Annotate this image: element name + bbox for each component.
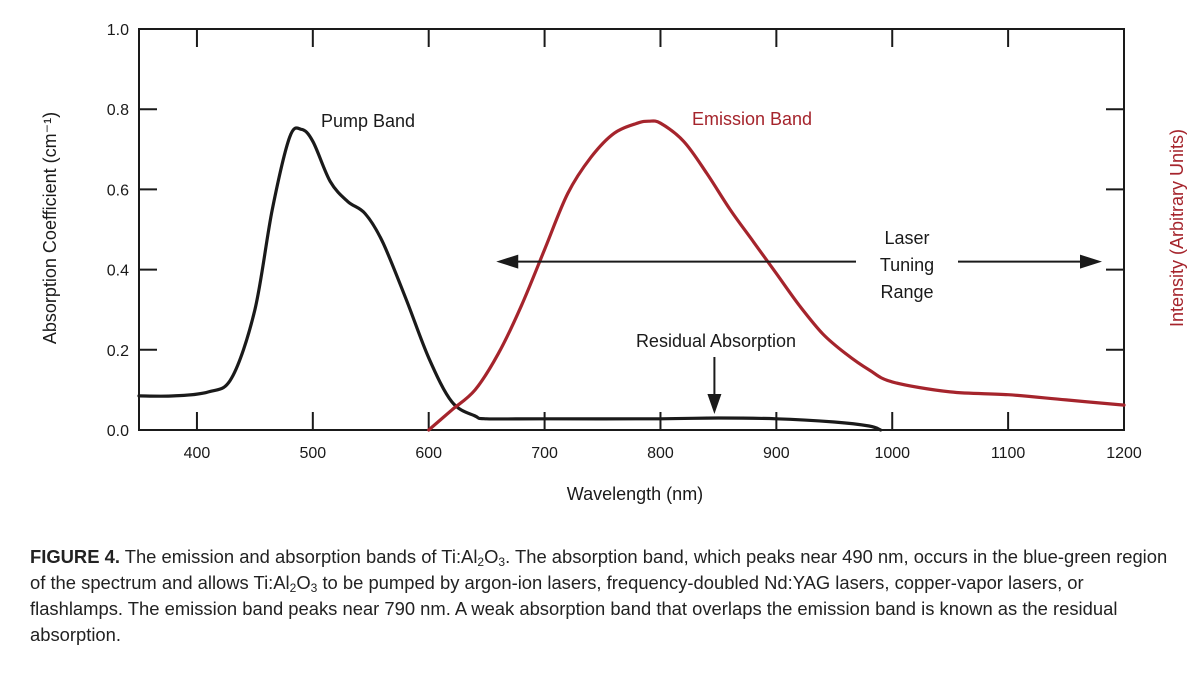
tuning-range-arrow	[496, 254, 1102, 269]
tuning-label-line1: Laser	[884, 228, 929, 248]
pump-band-label: Pump Band	[321, 111, 415, 131]
caption-text-d: O	[296, 572, 311, 593]
residual-absorption-label: Residual Absorption	[636, 331, 796, 351]
ticks: 400 500 600 700 800 900 1000 1100 1200 0.0 0.2 0.4 0…	[107, 22, 1142, 462]
y-tick-label: 0.6	[107, 182, 129, 199]
tuning-arrowhead-right	[1080, 254, 1102, 269]
x-tick-label: 800	[647, 445, 674, 462]
y-axis-label-left: Absorption Coefficient (cm⁻¹)	[40, 112, 60, 344]
caption-text-a: The emission and absorption bands of Ti:…	[119, 546, 478, 567]
emission-band-label: Emission Band	[692, 109, 812, 129]
caption-text-e: to be pumped by argon-ion lasers, freque…	[30, 572, 1118, 645]
figure-number: FIGURE 4.	[30, 546, 120, 567]
caption-subscript-3: 3	[498, 555, 506, 569]
y-tick-label: 0.4	[107, 263, 129, 280]
series-group	[137, 119, 1126, 432]
emission-band-line	[427, 119, 1126, 432]
residual-absorption-arrow	[707, 357, 722, 414]
tuning-arrowhead-left	[496, 254, 519, 269]
x-tick-label: 700	[531, 445, 558, 462]
plot-frame	[138, 28, 1125, 431]
tuning-label-line2: Tuning	[880, 255, 934, 275]
tuning-label-line3: Range	[880, 282, 933, 302]
y-tick-label: 0.8	[107, 102, 129, 119]
y-axis-label-right: Intensity (Arbitrary Units)	[1167, 129, 1187, 327]
figure-caption: FIGURE 4. The emission and absorption ba…	[30, 544, 1175, 648]
caption-subscript-3b: 3	[310, 581, 318, 595]
x-tick-label: 600	[415, 445, 442, 462]
caption-subscript-2b: 2	[289, 581, 297, 595]
caption-text-b: O	[484, 546, 499, 567]
x-axis-label: Wavelength (nm)	[567, 484, 703, 504]
caption-subscript-2: 2	[477, 555, 485, 569]
x-tick-label: 500	[299, 445, 326, 462]
y-tick-label: 0.0	[107, 423, 129, 440]
x-tick-label: 1200	[1106, 445, 1142, 462]
x-tick-label: 1000	[874, 445, 910, 462]
axes	[138, 28, 1125, 431]
y-tick-label: 0.2	[107, 343, 129, 360]
x-tick-label: 400	[184, 445, 211, 462]
residual-arrowhead	[707, 394, 722, 414]
caption-text-c: . The absorption band, which peaks near …	[30, 546, 1168, 593]
spectrum-chart: 400 500 600 700 800 900 1000 1100 1200 0.0 0.2 0.4 0…	[40, 22, 1187, 504]
x-tick-label: 1100	[991, 445, 1026, 462]
pump-band-line	[137, 126, 883, 432]
x-tick-label: 900	[763, 445, 790, 462]
y-tick-label: 1.0	[107, 22, 129, 39]
